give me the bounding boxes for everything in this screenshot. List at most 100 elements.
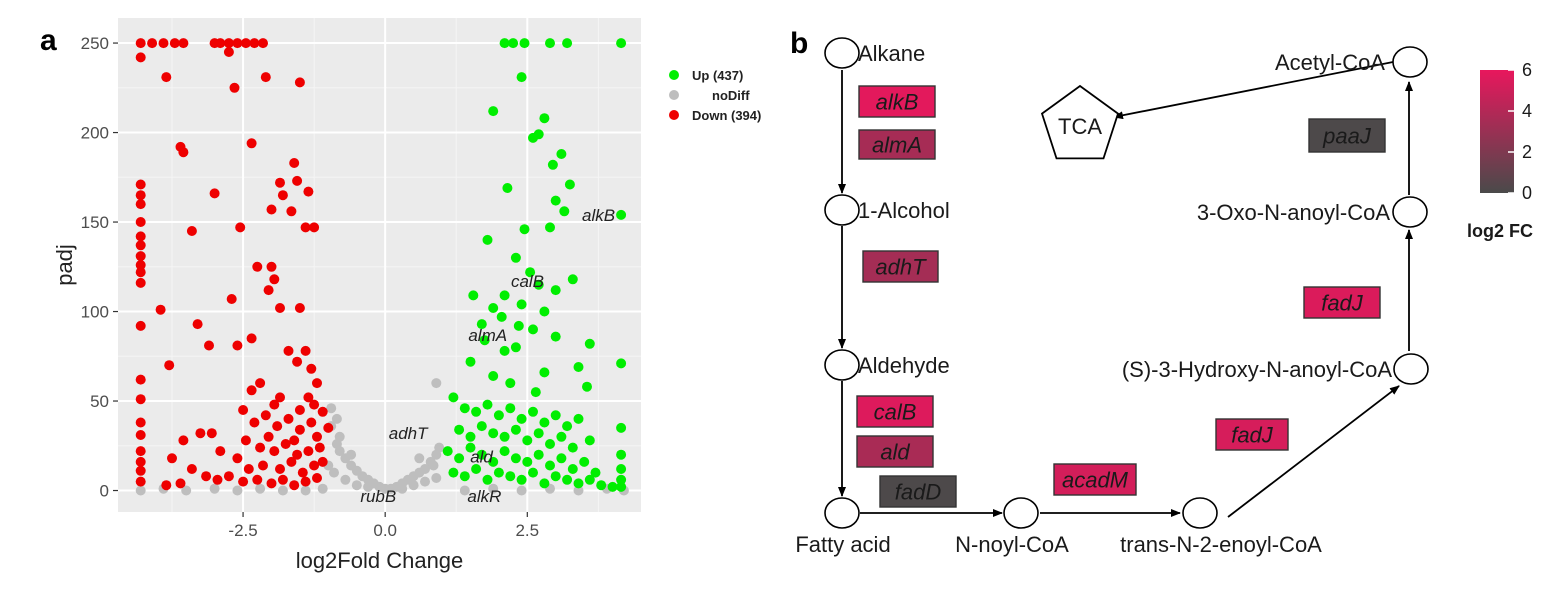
point-down — [312, 473, 322, 483]
gene-box-paaj — [1308, 118, 1386, 153]
legend-label-down-394: Down (394) — [692, 108, 761, 123]
point-down — [135, 446, 146, 457]
point-up — [465, 442, 476, 453]
point-up — [510, 252, 521, 263]
point-up — [488, 303, 499, 313]
point-up — [505, 403, 516, 414]
point-up — [454, 424, 465, 435]
point-down — [275, 464, 285, 474]
annotation-adht: adhT — [389, 424, 429, 443]
annotation-calb: calB — [511, 272, 544, 291]
panel-a-label: a — [40, 24, 57, 57]
legend-marker-up-437 — [669, 70, 679, 80]
point-down — [155, 304, 166, 315]
point-up — [454, 453, 465, 464]
point-up — [590, 467, 601, 478]
point-up — [519, 224, 530, 235]
node-3-oxo-n-anoyl-coa — [1392, 196, 1428, 228]
point-up — [567, 274, 578, 285]
point-up — [562, 421, 573, 432]
point-up — [505, 471, 516, 482]
point-down — [292, 449, 303, 460]
point-nodiff — [340, 474, 351, 485]
point-up — [556, 453, 567, 464]
point-down — [223, 471, 234, 482]
point-down — [292, 175, 303, 186]
point-down — [277, 474, 288, 485]
point-up — [496, 311, 507, 322]
point-up — [493, 467, 504, 478]
point-nodiff — [334, 431, 345, 442]
point-nodiff — [331, 413, 342, 424]
point-up — [556, 431, 567, 442]
point-down — [235, 222, 246, 233]
y-tick-label: 0 — [100, 482, 109, 501]
annotation-alma: almA — [468, 326, 507, 345]
point-nodiff — [414, 453, 425, 464]
point-down — [240, 435, 251, 446]
colorbar — [1480, 70, 1514, 193]
node-label-1-alcohol: 1-Alcohol — [858, 198, 950, 223]
point-down — [135, 456, 146, 467]
node-tca — [1040, 84, 1120, 160]
plot-background — [118, 18, 641, 512]
point-down — [269, 446, 280, 457]
legend-marker-down-394 — [669, 110, 679, 120]
point-nodiff — [300, 485, 311, 496]
point-down — [135, 476, 146, 487]
point-down — [135, 217, 146, 227]
point-down — [277, 190, 288, 201]
point-down — [246, 138, 257, 149]
point-up — [525, 267, 536, 278]
point-nodiff — [408, 480, 419, 491]
point-down — [167, 453, 177, 464]
y-tick-label: 150 — [81, 213, 109, 232]
point-up — [476, 449, 487, 460]
point-up — [448, 467, 459, 478]
point-up — [567, 442, 578, 453]
point-down — [135, 320, 146, 331]
x-tick-label: 0.0 — [373, 521, 397, 540]
point-down — [306, 417, 317, 428]
point-down — [135, 277, 146, 288]
node-label-acetyl-coa: Acetyl-CoA — [1275, 50, 1385, 75]
point-nodiff — [181, 485, 192, 496]
point-down — [232, 340, 243, 351]
point-up — [516, 299, 527, 310]
point-down — [135, 251, 146, 262]
point-down — [246, 385, 257, 396]
point-up — [607, 481, 618, 492]
point-up — [442, 446, 453, 457]
point-up — [510, 424, 521, 435]
point-up — [522, 456, 533, 467]
point-up — [616, 358, 627, 369]
annotation-ald: ald — [470, 448, 493, 467]
point-down — [232, 38, 243, 49]
point-up — [459, 403, 470, 414]
point-up — [539, 113, 550, 124]
point-down — [161, 72, 172, 83]
node-label-3-oxo-n-anoyl-coa: 3-Oxo-N-anoyl-CoA — [1197, 200, 1390, 225]
y-tick-label: 250 — [81, 34, 109, 53]
point-up — [579, 456, 590, 467]
node-label-tca: TCA — [1058, 114, 1102, 139]
point-down — [223, 47, 234, 57]
node-s-3-hydroxy-n-anoyl-coa — [1393, 353, 1429, 385]
point-nodiff — [420, 464, 430, 474]
point-down — [252, 474, 263, 485]
node-label-aldehyde: Aldehyde — [858, 353, 950, 378]
point-down — [249, 417, 260, 428]
point-up — [584, 474, 595, 485]
point-up — [488, 456, 499, 467]
gene-box-fadj — [1303, 286, 1381, 319]
point-down — [243, 464, 254, 474]
point-nodiff — [488, 483, 499, 494]
point-up — [533, 428, 544, 439]
point-down — [309, 460, 320, 471]
gene-label-adht: adhT — [875, 255, 927, 280]
point-up — [616, 422, 627, 433]
point-up — [539, 306, 550, 317]
point-up — [567, 464, 578, 474]
point-nodiff — [135, 485, 146, 496]
point-down — [260, 72, 271, 83]
